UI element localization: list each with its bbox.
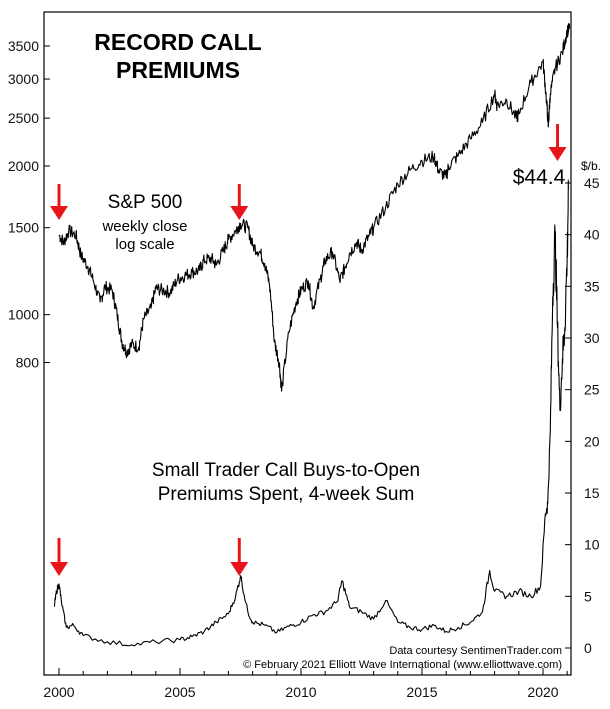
left-axis-tick-label: 3500: [8, 38, 39, 54]
chart-title-line-2: PREMIUMS: [116, 57, 240, 83]
left-axis-tick-label: 2500: [8, 110, 39, 126]
sp500-label-name: S&P 500: [108, 192, 183, 213]
arrow-layer: [50, 124, 567, 576]
premium-series-label: Small Trader Call Buys-to-Open Premiums …: [152, 460, 420, 505]
left-axis-tick-label: 1500: [8, 220, 39, 236]
x-axis-tick-label: 2020: [527, 684, 558, 700]
plot-frame: [43, 11, 572, 676]
x-axis-tick-label: 2000: [43, 684, 74, 700]
sp500-label-weekly: weekly close: [101, 218, 187, 235]
right-axis-tick-label: 0: [584, 640, 592, 656]
peak-value-label: $44.4: [513, 166, 566, 189]
chart-title: RECORD CALL PREMIUMS: [94, 29, 261, 83]
right-axis-tick-label: 40: [584, 227, 600, 243]
series-layer: [53, 23, 571, 647]
right-axis-tick-label: 25: [584, 382, 600, 398]
arrow-head: [230, 562, 249, 576]
right-axis: 0 5 10 15 20 25 30 35 40 45: [565, 175, 600, 656]
chart-title-line-1: RECORD CALL: [94, 29, 261, 55]
sp500-series-line: [58, 23, 571, 392]
red-arrow-peak: [548, 124, 567, 161]
right-axis-tick-label: 30: [584, 330, 600, 346]
credit-data-source: Data courtesy SentimenTrader.com: [389, 645, 562, 657]
left-axis-tick-label: 3000: [8, 71, 39, 87]
x-axis-tick-label: 2010: [285, 684, 316, 700]
arrow-head: [50, 562, 68, 576]
left-axis-tick-label: 2000: [8, 158, 39, 174]
x-axis-tick-label: 2015: [406, 684, 437, 700]
premium-series-line: [53, 179, 569, 647]
sp500-label: S&P 500 weekly close log scale: [101, 192, 187, 253]
left-axis-tick-label: 1000: [8, 307, 39, 323]
right-axis-tick-label: 35: [584, 278, 600, 294]
red-arrow-top: [50, 184, 68, 220]
sp500-label-scale: log scale: [115, 236, 174, 253]
arrow-head: [50, 206, 68, 220]
right-axis-unit: $/b.: [581, 159, 601, 173]
left-axis: 800 1000 1500 2000 2500 3000 3500: [8, 38, 50, 370]
arrow-head: [230, 206, 249, 220]
premium-label-line-1: Small Trader Call Buys-to-Open: [152, 460, 420, 481]
red-arrow-bottom: [230, 538, 249, 576]
left-axis-tick-label: 800: [16, 354, 40, 370]
right-axis-tick-label: 10: [584, 537, 600, 553]
x-axis-tick-label: 2005: [164, 684, 195, 700]
right-axis-tick-label: 5: [584, 588, 592, 604]
red-arrow-bottom: [50, 538, 68, 576]
right-axis-tick-label: 20: [584, 433, 600, 449]
premium-label-line-2: Premiums Spent, 4-week Sum: [158, 484, 415, 505]
arrow-head: [548, 147, 567, 161]
right-axis-tick-label: 15: [584, 485, 600, 501]
x-axis: 2000 2005 2010 2015 2020: [43, 668, 568, 700]
credit-copyright: © February 2021 Elliott Wave Internation…: [243, 659, 562, 671]
right-axis-tick-label: 45: [584, 175, 600, 191]
red-arrow-top: [230, 184, 249, 220]
